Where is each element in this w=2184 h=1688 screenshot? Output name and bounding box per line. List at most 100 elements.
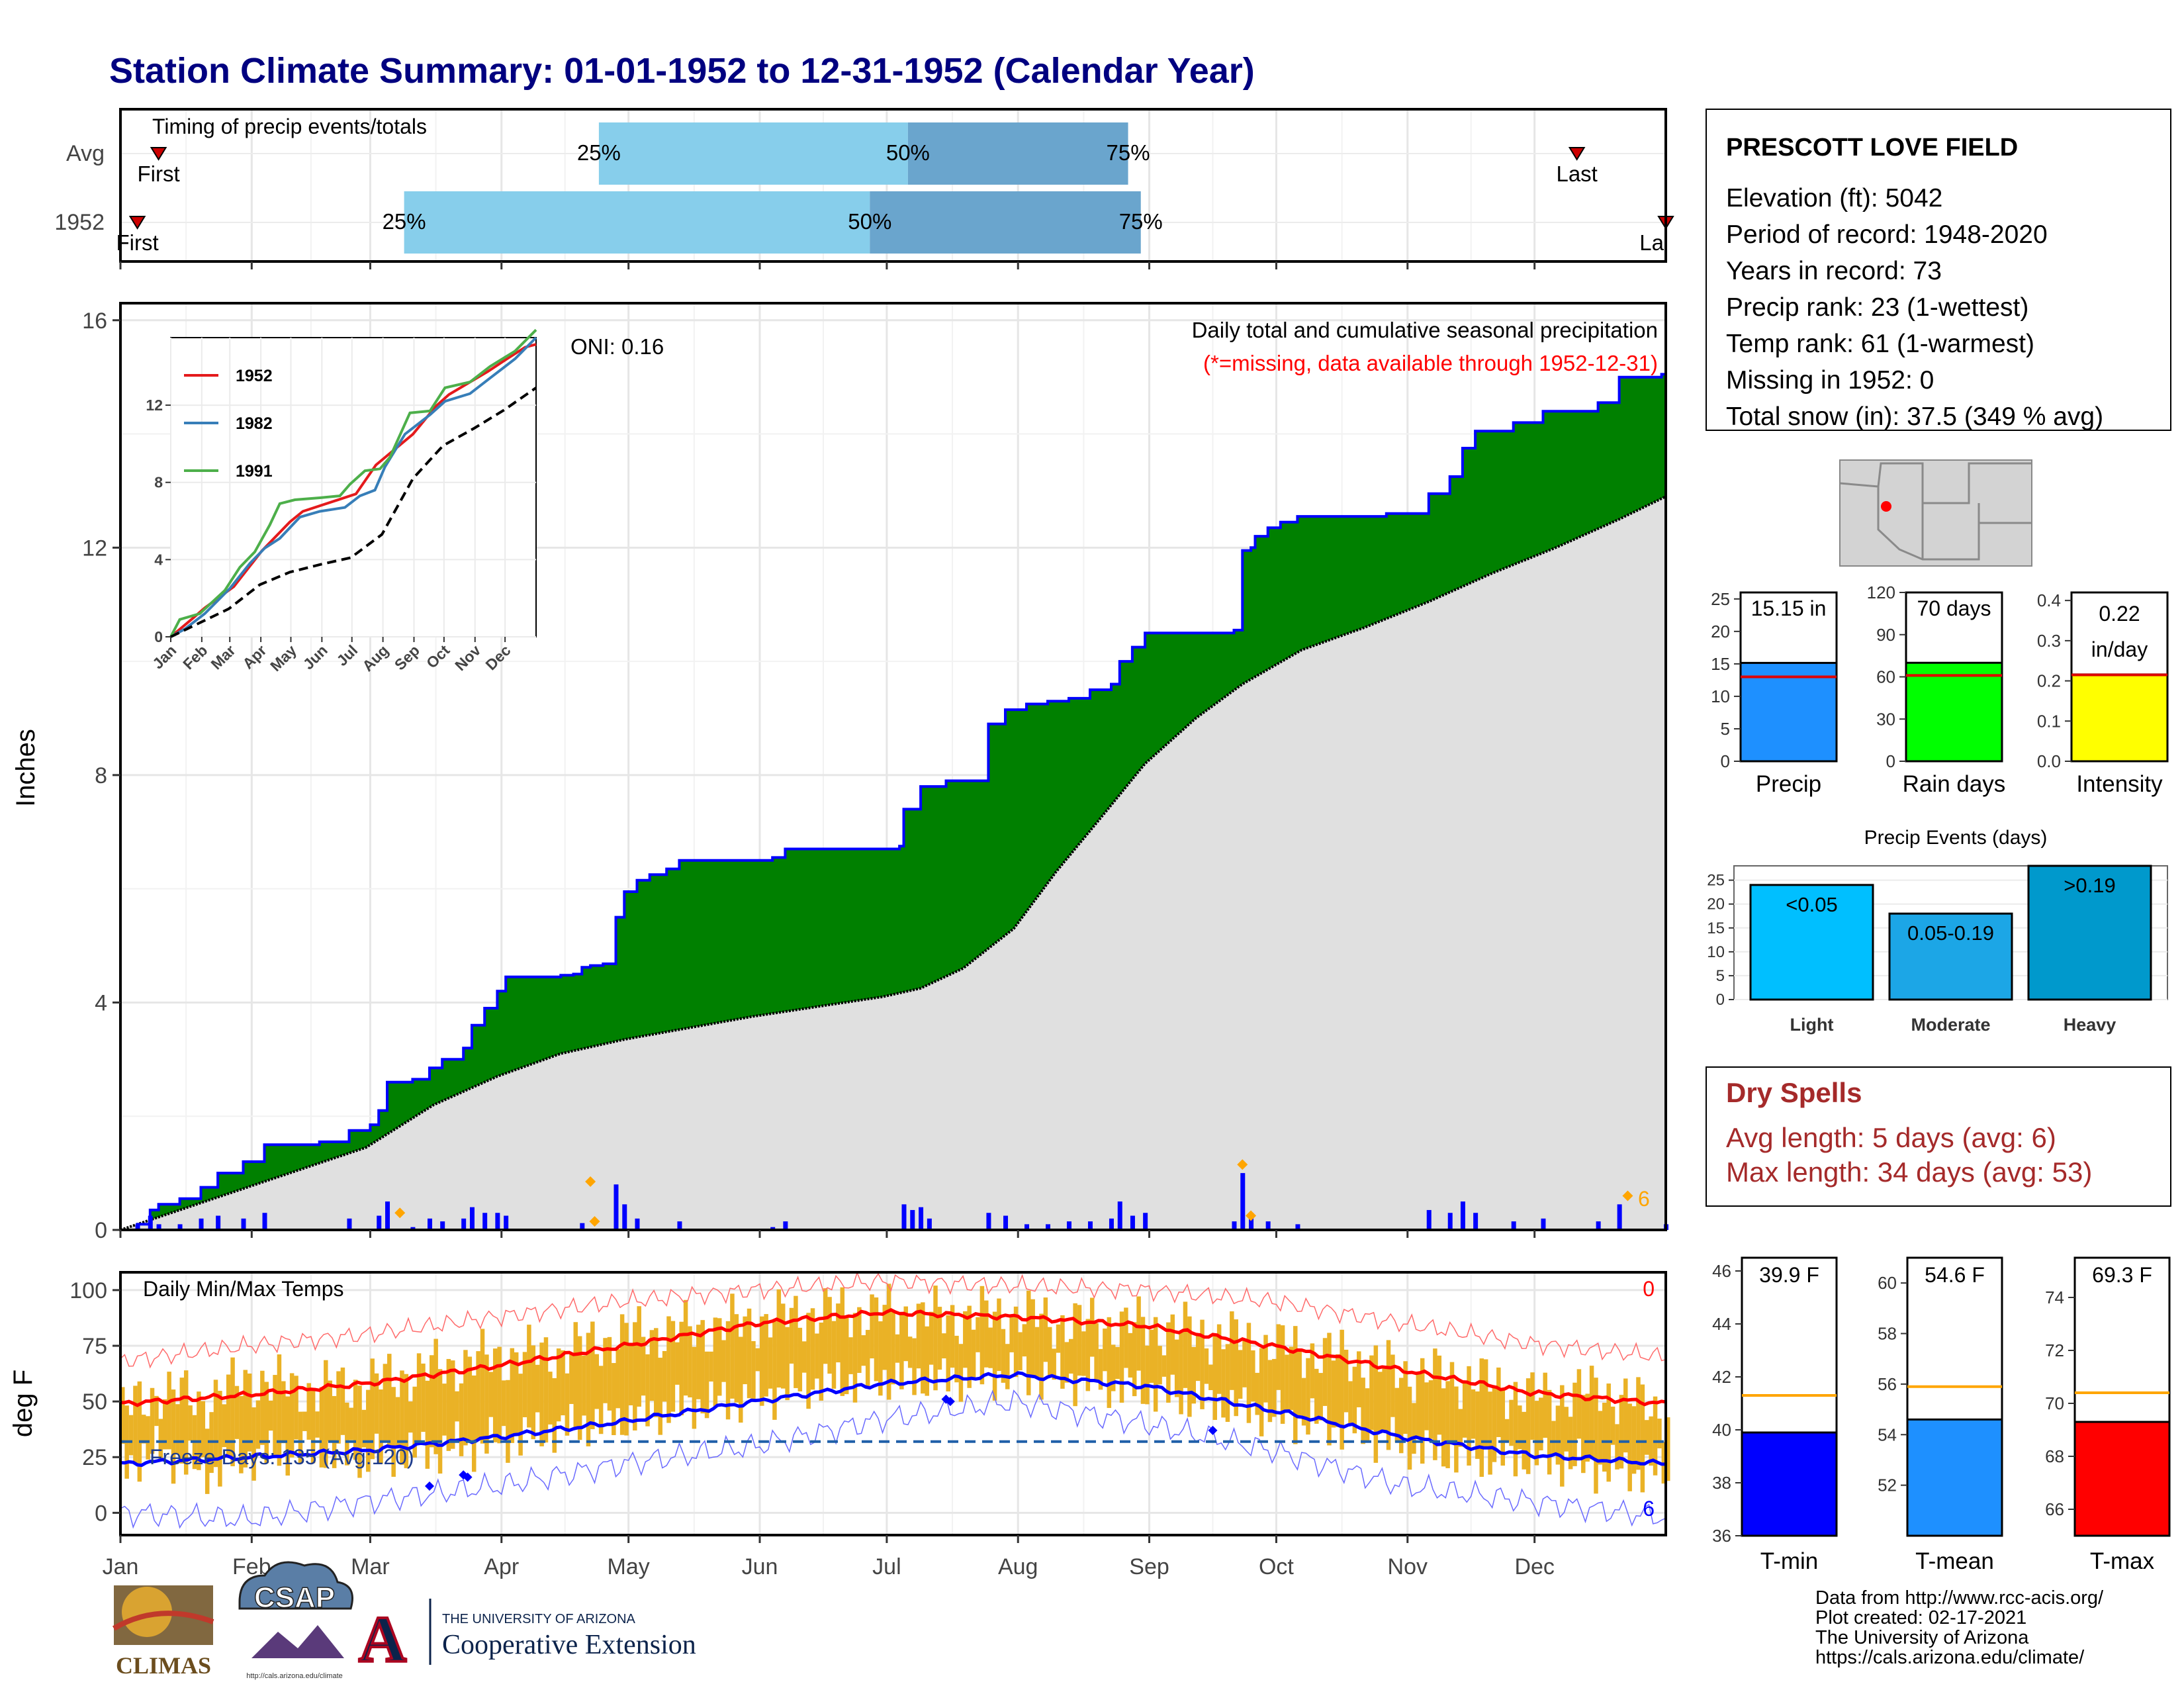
temp-daily-range-bar xyxy=(1361,1378,1365,1444)
temp-daily-range-bar xyxy=(1068,1338,1073,1374)
temp-daily-range-bar xyxy=(328,1380,332,1442)
temp-daily-range-bar xyxy=(590,1321,595,1430)
precip-missing-note: (*=missing, data available through 1952-… xyxy=(1203,351,1658,375)
mini-chart-ytick-label: 0 xyxy=(1721,751,1730,771)
station-period: Period of record: 1948-2020 xyxy=(1726,220,2048,249)
temp-daily-range-bar xyxy=(713,1317,718,1407)
temp-daily-range-bar xyxy=(1539,1397,1543,1451)
precip-ytick-label: 16 xyxy=(82,308,107,334)
ua-line1: THE UNIVERSITY OF ARIZONA xyxy=(442,1612,636,1626)
temp-daily-range-bar xyxy=(463,1350,468,1446)
precip-daily-bar xyxy=(377,1215,382,1230)
mini-chart-bar xyxy=(1739,661,1838,763)
temp-daily-range-bar xyxy=(1560,1385,1565,1487)
timing-bar-q50-q75 xyxy=(870,191,1141,254)
climas-logo-swoosh xyxy=(112,1611,214,1631)
temp-daily-range-bar xyxy=(1534,1401,1539,1466)
page-title: Station Climate Summary: 01-01-1952 to 1… xyxy=(109,51,1255,91)
temp-daily-range-bar xyxy=(1525,1378,1531,1474)
temp-daily-range-bar xyxy=(751,1340,756,1399)
temp-bar-value: 39.9 F xyxy=(1759,1263,1819,1287)
station-precip-rank: Precip rank: 23 (1-wettest) xyxy=(1726,293,2028,322)
temp-daily-range-bar xyxy=(569,1354,574,1404)
precip-average-fill xyxy=(120,496,1666,1230)
temp-daily-range-bar xyxy=(831,1321,837,1389)
precip-daily-bar xyxy=(428,1218,432,1230)
precip-average-line xyxy=(120,495,1666,1231)
temp-daily-range-bar xyxy=(1645,1420,1649,1455)
mini-chart-ytick-label: 0.1 xyxy=(2037,711,2061,731)
oni-label: ONI: 0.16 xyxy=(570,334,664,359)
temp-daily-range-bar xyxy=(921,1302,925,1394)
temp-bar-ytick-label: 58 xyxy=(1878,1324,1897,1344)
temp-daily-range-bar xyxy=(886,1284,891,1400)
temp-daily-range-bar xyxy=(146,1416,150,1460)
precip-daily-bar xyxy=(919,1207,924,1230)
temp-daily-range-bar xyxy=(1124,1307,1128,1368)
events-bar-label: >0.19 xyxy=(2064,874,2115,897)
temp-daily-range-bar xyxy=(1606,1383,1611,1482)
temp-daily-range-bar xyxy=(218,1391,222,1487)
temp-daily-range-bar xyxy=(1500,1390,1506,1466)
temp-daily-range-bar xyxy=(1111,1344,1116,1391)
temp-daily-range-bar xyxy=(958,1344,964,1402)
cold-count-label: 6 xyxy=(1643,1497,1655,1521)
temp-daily-range-bar xyxy=(1187,1316,1192,1417)
temp-daily-range-bar xyxy=(518,1374,523,1456)
precip-daily-bar xyxy=(1109,1218,1114,1230)
precip-daily-bar xyxy=(580,1223,585,1230)
timing-q50-label: 50% xyxy=(848,209,891,234)
temp-daily-range-bar xyxy=(1504,1419,1510,1442)
temp-daily-range-bar xyxy=(823,1288,828,1364)
mini-chart-label: Precip xyxy=(1756,771,1821,797)
precip-ytick-label: 0 xyxy=(95,1218,107,1243)
temp-daily-range-bar xyxy=(1136,1296,1141,1371)
temp-daily-range-bar xyxy=(213,1380,218,1468)
temp-bar-ytick-label: 52 xyxy=(1878,1476,1897,1495)
temp-daily-range-bar xyxy=(289,1373,295,1458)
temp-daily-range-bar xyxy=(1462,1383,1467,1438)
temp-daily-range-bar xyxy=(1488,1391,1492,1475)
temp-daily-range-bar xyxy=(586,1333,591,1446)
precip-daily-bar xyxy=(1003,1215,1009,1230)
temp-daily-range-bar xyxy=(1195,1334,1201,1382)
temp-daily-range-bar xyxy=(268,1400,273,1431)
temp-daily-range-bar xyxy=(1056,1324,1061,1353)
temp-daily-range-bar xyxy=(641,1336,646,1396)
temp-daily-range-bar xyxy=(412,1386,417,1458)
temp-daily-range-bar xyxy=(1336,1354,1340,1427)
temp-daily-range-bar xyxy=(1589,1366,1594,1460)
temp-daily-range-bar xyxy=(556,1348,561,1422)
freeze-days-label: Freeze Days: 135 (Avg:120) xyxy=(150,1445,414,1469)
temp-daily-range-bar xyxy=(247,1373,252,1452)
inset-xtick-label: Dec xyxy=(482,641,514,673)
temp-daily-range-bar xyxy=(1496,1367,1501,1437)
temp-daily-range-bar xyxy=(963,1311,968,1368)
temp-daily-range-bar xyxy=(1564,1407,1569,1452)
temp-daily-range-bar xyxy=(603,1338,608,1403)
mini-chart-value-unit: in/day xyxy=(2091,637,2148,661)
temp-daily-range-bar xyxy=(1119,1311,1124,1403)
mini-chart-value: 70 days xyxy=(1917,596,1991,620)
temp-daily-range-bar xyxy=(755,1348,760,1372)
temp-daily-range-bar xyxy=(1547,1389,1552,1475)
temp-frame xyxy=(119,1271,1667,1536)
timing-panel: 25% 50% 75% First Last 25% 50% 75% First La Timin… xyxy=(54,108,1674,263)
temp-daily-range-bar xyxy=(1009,1315,1014,1352)
temp-daily-range-bar xyxy=(400,1370,404,1465)
temp-daily-range-bar xyxy=(306,1383,311,1440)
inset-xtick-label: Nov xyxy=(451,641,484,674)
temp-daily-range-bar xyxy=(861,1335,866,1366)
month-label: Sep xyxy=(1129,1554,1169,1579)
temp-daily-range-bar xyxy=(543,1337,549,1443)
temp-daily-range-bar xyxy=(387,1354,392,1446)
timing-label: Timing of precip events/totals xyxy=(152,115,427,138)
precip-daily-bar xyxy=(495,1213,500,1230)
temp-daily-range-bar xyxy=(806,1313,811,1409)
temp-daily-range-bar xyxy=(1098,1348,1103,1390)
temp-daily-range-bar xyxy=(251,1407,256,1481)
temp-daily-range-bar xyxy=(1026,1290,1031,1395)
temp-daily-range-bar xyxy=(1398,1378,1404,1454)
temp-y-axis: 0 25 50 75 100 xyxy=(69,1278,120,1526)
temp-daily-range-bar xyxy=(759,1316,764,1406)
